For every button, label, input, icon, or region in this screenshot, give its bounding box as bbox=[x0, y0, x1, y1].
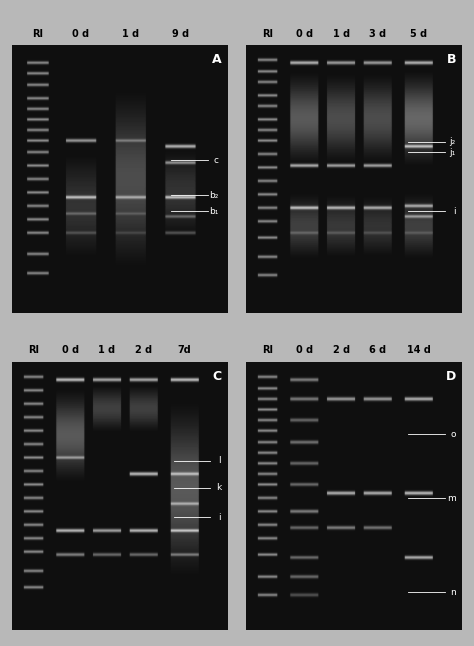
Text: 1 d: 1 d bbox=[333, 28, 350, 39]
Text: c: c bbox=[214, 156, 219, 165]
Text: l: l bbox=[219, 457, 221, 466]
Text: 2 d: 2 d bbox=[135, 345, 152, 355]
Text: 0 d: 0 d bbox=[73, 28, 90, 39]
Text: b₁: b₁ bbox=[210, 207, 219, 216]
Text: i: i bbox=[219, 513, 221, 522]
Text: m: m bbox=[447, 494, 456, 503]
Text: 0 d: 0 d bbox=[296, 345, 313, 355]
Text: C: C bbox=[212, 370, 221, 383]
Text: i: i bbox=[453, 207, 456, 216]
Text: B: B bbox=[447, 53, 456, 67]
Text: 14 d: 14 d bbox=[407, 345, 431, 355]
Text: RI: RI bbox=[263, 345, 273, 355]
Text: 5 d: 5 d bbox=[410, 28, 428, 39]
Text: D: D bbox=[446, 370, 456, 383]
Text: 3 d: 3 d bbox=[369, 28, 387, 39]
Text: 2 d: 2 d bbox=[333, 345, 350, 355]
Text: A: A bbox=[212, 53, 221, 67]
Text: o: o bbox=[450, 430, 456, 439]
Text: 1 d: 1 d bbox=[98, 345, 115, 355]
Text: j₁: j₁ bbox=[449, 148, 456, 157]
Text: RI: RI bbox=[263, 28, 273, 39]
Text: 0 d: 0 d bbox=[296, 28, 313, 39]
Text: b₂: b₂ bbox=[210, 191, 219, 200]
Text: 1 d: 1 d bbox=[122, 28, 139, 39]
Text: 9 d: 9 d bbox=[172, 28, 189, 39]
Text: n: n bbox=[450, 588, 456, 597]
Text: RI: RI bbox=[28, 345, 39, 355]
Text: RI: RI bbox=[32, 28, 43, 39]
Text: 6 d: 6 d bbox=[369, 345, 387, 355]
Text: k: k bbox=[216, 483, 221, 492]
Text: 0 d: 0 d bbox=[62, 345, 79, 355]
Text: 7d: 7d bbox=[177, 345, 191, 355]
Text: j₂: j₂ bbox=[449, 137, 456, 146]
